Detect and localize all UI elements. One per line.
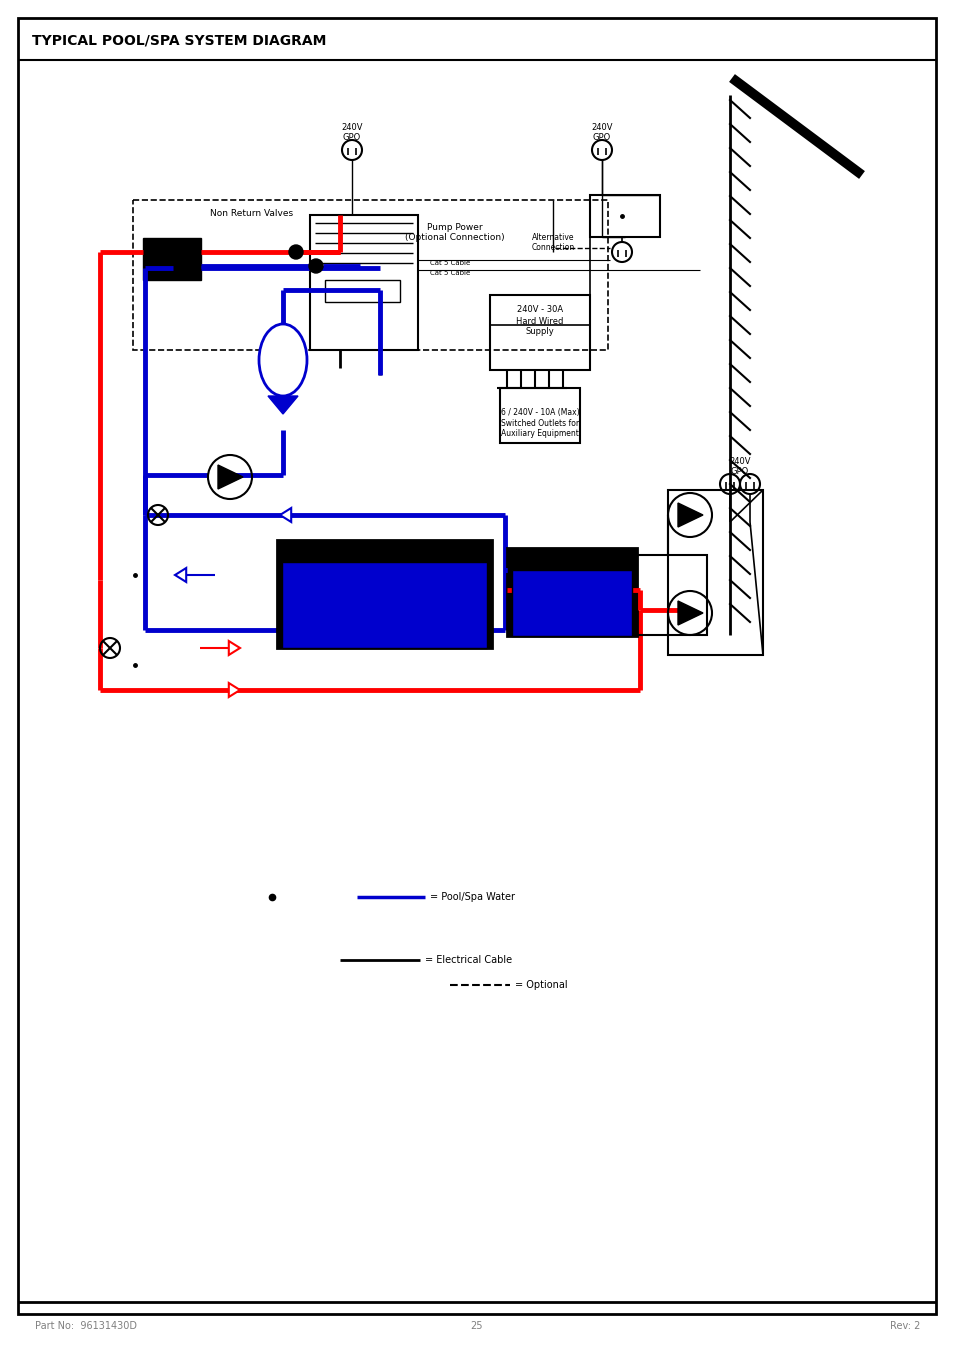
Polygon shape	[678, 601, 702, 625]
Bar	[506, 548, 637, 636]
Bar	[132, 200, 607, 350]
Bar	[512, 570, 631, 636]
Text: Non Return Valves: Non Return Valves	[211, 208, 294, 217]
Text: Part No:  96131430D: Part No: 96131430D	[35, 1322, 137, 1331]
Polygon shape	[174, 568, 186, 582]
Text: = Pool/Spa Water: = Pool/Spa Water	[430, 892, 515, 902]
Bar	[499, 387, 579, 443]
Polygon shape	[678, 504, 702, 526]
Text: GPO: GPO	[730, 467, 748, 475]
Text: Pump Power: Pump Power	[427, 224, 482, 232]
Polygon shape	[280, 508, 291, 522]
Text: GPO: GPO	[342, 132, 361, 142]
Bar	[490, 296, 589, 370]
Text: 240V - 30A: 240V - 30A	[517, 305, 562, 315]
Text: Auxiliary Equipment: Auxiliary Equipment	[500, 428, 578, 437]
Text: = Optional: = Optional	[515, 980, 567, 990]
Text: Hard Wired: Hard Wired	[516, 316, 563, 325]
Text: TYPICAL POOL/SPA SYSTEM DIAGRAM: TYPICAL POOL/SPA SYSTEM DIAGRAM	[32, 32, 326, 47]
Text: Pool: Pool	[364, 540, 404, 559]
Circle shape	[309, 259, 323, 273]
Text: 240V: 240V	[591, 123, 612, 132]
Text: Switched Outlets for: Switched Outlets for	[500, 418, 578, 428]
Bar	[282, 562, 486, 648]
Text: Connection: Connection	[531, 243, 574, 252]
Bar	[143, 238, 201, 279]
Bar	[589, 194, 659, 238]
Text: Rev: 2: Rev: 2	[889, 1322, 919, 1331]
Polygon shape	[268, 396, 297, 414]
Text: 240V: 240V	[341, 123, 362, 132]
Ellipse shape	[258, 324, 307, 396]
Bar	[310, 215, 417, 350]
Polygon shape	[229, 641, 240, 655]
Text: Cat 5 Cable: Cat 5 Cable	[430, 270, 470, 275]
Circle shape	[289, 244, 303, 259]
Text: 240V: 240V	[728, 458, 750, 467]
Text: GPO: GPO	[592, 132, 611, 142]
Bar	[276, 540, 492, 648]
Bar	[325, 279, 399, 302]
Text: 6 / 240V - 10A (Max): 6 / 240V - 10A (Max)	[500, 409, 578, 417]
Text: 25: 25	[470, 1322, 483, 1331]
Text: (Optional Connection): (Optional Connection)	[405, 234, 504, 243]
Text: Cat 5 Cable: Cat 5 Cable	[430, 261, 470, 266]
Polygon shape	[218, 464, 243, 489]
Polygon shape	[229, 683, 240, 697]
Bar	[667, 490, 762, 655]
Text: Supply: Supply	[525, 328, 554, 336]
Text: = Electrical Cable: = Electrical Cable	[424, 954, 512, 965]
Bar	[637, 555, 706, 634]
Text: Alternative: Alternative	[531, 234, 574, 243]
Text: Spa: Spa	[556, 549, 587, 567]
